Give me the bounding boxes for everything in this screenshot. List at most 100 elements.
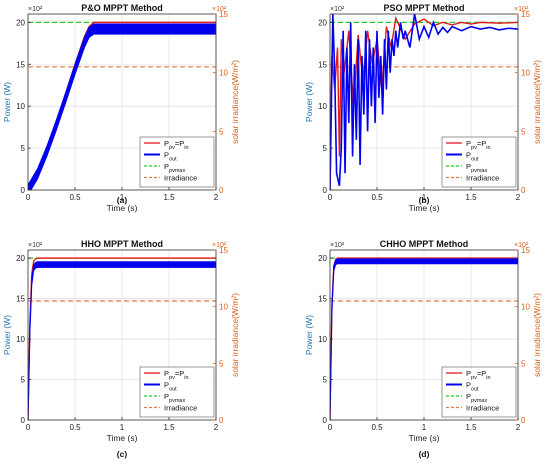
y-tick-label: 15 xyxy=(318,60,327,69)
y2-tick-label: 15 xyxy=(219,246,228,255)
x-tick-label: 1.5 xyxy=(163,423,175,432)
x-axis-label: Time (s) xyxy=(107,433,138,443)
y-axis-label: Power (W) xyxy=(304,315,314,355)
chart-panel: 0 5 10 15 20 0 5 10 15 0 0.5 1 1.5 2 ×10² ×10² CHHO MPPT… xyxy=(304,239,542,459)
y-tick-label: 5 xyxy=(21,376,26,385)
series-group xyxy=(330,257,518,420)
y2-exponent: ×10² xyxy=(514,6,529,13)
y-tick-label: 0 xyxy=(323,416,328,425)
legend-label: Irradiance xyxy=(466,404,499,413)
y2-exponent: ×10² xyxy=(212,6,227,13)
x-tick-label: 0 xyxy=(26,423,31,432)
x-tick-label: 0 xyxy=(328,193,333,202)
y-tick-label: 15 xyxy=(16,295,25,304)
x-tick-label: 1 xyxy=(422,423,427,432)
y2-axis-label: solar irradiance(W/m²) xyxy=(230,60,240,144)
x-tick-label: 1.5 xyxy=(465,423,477,432)
legend-label: Ppv=Pin xyxy=(164,369,189,381)
y-tick-label: 5 xyxy=(323,376,328,385)
legend-box xyxy=(441,366,517,418)
y2-tick-label: 15 xyxy=(521,246,530,255)
x-tick-label: 0.5 xyxy=(69,193,81,202)
y2-axis-label: solar irradiance(W/m²) xyxy=(532,60,542,144)
x-tick-label: 1.5 xyxy=(163,193,175,202)
series-band-P_out xyxy=(330,258,518,420)
y-exponent: ×10² xyxy=(28,6,43,13)
panel-caption: (a) xyxy=(117,195,128,205)
x-tick-label: 2 xyxy=(214,193,219,202)
legend-label: Pout xyxy=(466,381,479,393)
chart-panel: 0 5 10 15 20 0 5 10 15 0 0.5 1 1.5 2 ×10² ×10² P&O MPPT … xyxy=(2,3,240,213)
legend-label: Ppv=Pin xyxy=(164,139,189,151)
x-tick-label: 1 xyxy=(120,193,125,202)
y2-exponent: ×10² xyxy=(212,242,227,249)
legend-label: Ppvmax xyxy=(164,162,185,174)
legend-label: Pout xyxy=(164,151,177,163)
y2-tick-label: 15 xyxy=(219,10,228,19)
legend-label: Pout xyxy=(164,381,177,393)
y2-tick-label: 5 xyxy=(219,127,224,136)
y-tick-label: 20 xyxy=(318,254,327,263)
legend-box xyxy=(139,136,215,188)
x-tick-label: 0.5 xyxy=(371,423,383,432)
series-group xyxy=(28,257,216,420)
y-exponent: ×10² xyxy=(330,242,345,249)
y2-exponent: ×10² xyxy=(514,242,529,249)
y-axis-label: Power (W) xyxy=(304,82,314,122)
legend-label: Irradiance xyxy=(466,174,499,183)
y-tick-label: 0 xyxy=(21,186,26,195)
y-tick-label: 20 xyxy=(16,254,25,263)
y-exponent: ×10² xyxy=(330,6,345,13)
legend-label: Pout xyxy=(466,151,479,163)
y-tick-label: 10 xyxy=(318,335,327,344)
x-tick-label: 2 xyxy=(214,423,219,432)
x-tick-label: 0.5 xyxy=(69,423,81,432)
y2-axis-label: solar irradiance(W/m²) xyxy=(230,293,240,377)
y2-tick-label: 0 xyxy=(521,416,526,425)
y2-tick-label: 15 xyxy=(521,10,530,19)
x-tick-label: 1 xyxy=(422,193,427,202)
x-tick-label: 1.5 xyxy=(465,193,477,202)
x-axis-label: Time (s) xyxy=(409,433,440,443)
x-tick-label: 0.5 xyxy=(371,193,383,202)
x-axis-label: Time (s) xyxy=(107,203,138,213)
chart-panel: 0 5 10 15 20 0 5 10 15 0 0.5 1 1.5 2 ×10² ×10² PSO MPPT … xyxy=(304,3,542,213)
y2-tick-label: 10 xyxy=(219,303,228,312)
y-exponent: ×10² xyxy=(28,242,43,249)
x-tick-label: 2 xyxy=(516,423,521,432)
x-tick-label: 0 xyxy=(328,423,333,432)
y2-tick-label: 5 xyxy=(219,359,224,368)
series-line-P_out xyxy=(330,14,518,190)
chart-title: HHO MPPT Method xyxy=(81,239,163,249)
y-axis-label: Power (W) xyxy=(2,315,12,355)
legend-box xyxy=(139,366,215,418)
y2-tick-label: 0 xyxy=(521,186,526,195)
chart-title: PSO MPPT Method xyxy=(384,3,465,13)
panel-caption: (d) xyxy=(419,449,430,459)
y-tick-label: 5 xyxy=(21,144,26,153)
panel-caption: (c) xyxy=(117,449,128,459)
y2-tick-label: 10 xyxy=(521,303,530,312)
y-tick-label: 10 xyxy=(16,102,25,111)
y-tick-label: 5 xyxy=(323,144,328,153)
y-tick-label: 10 xyxy=(16,335,25,344)
series-group xyxy=(330,14,518,190)
y-tick-label: 20 xyxy=(16,18,25,27)
legend-box xyxy=(441,136,517,188)
x-tick-label: 0 xyxy=(26,193,31,202)
x-axis-label: Time (s) xyxy=(409,203,440,213)
y-tick-label: 0 xyxy=(21,416,26,425)
y-tick-label: 20 xyxy=(318,18,327,27)
series-group xyxy=(28,21,216,190)
series-band-P_out xyxy=(28,261,216,420)
legend-label: Ppv=Pin xyxy=(466,139,491,151)
y-tick-label: 15 xyxy=(16,60,25,69)
y2-tick-label: 0 xyxy=(219,416,224,425)
y2-tick-label: 5 xyxy=(521,359,526,368)
series-band-P_out xyxy=(28,23,216,190)
legend-label: Ppvmax xyxy=(164,392,185,404)
